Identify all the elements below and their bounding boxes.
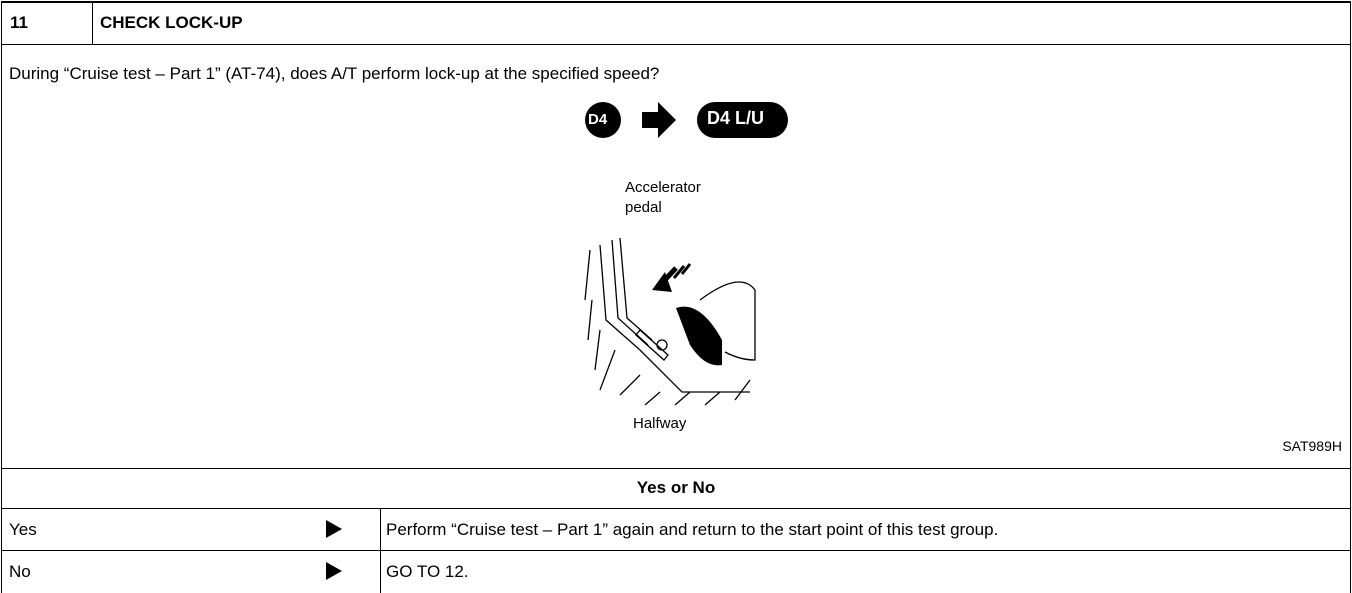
question: During “Cruise test – Part 1” (AT-74), d… xyxy=(9,64,660,83)
step-number: 11 xyxy=(10,13,28,32)
rule xyxy=(92,1,93,45)
rule xyxy=(1,1,1350,3)
figure-label: Accelerator xyxy=(625,179,701,196)
answer: No xyxy=(9,562,31,581)
rule xyxy=(1,44,1350,45)
answer: Yes xyxy=(9,520,37,539)
rule xyxy=(1,468,1350,469)
figure-label: Halfway xyxy=(633,415,687,432)
range-from: D4 xyxy=(588,111,608,128)
rule xyxy=(1,550,1350,551)
step-title: CHECK LOCK-UP xyxy=(100,13,243,32)
rule xyxy=(1,508,1350,509)
figure-label: pedal xyxy=(625,199,662,216)
action: Perform “Cruise test – Part 1” again and… xyxy=(386,520,999,539)
rule xyxy=(1350,1,1351,593)
range-to: D4 L/U xyxy=(707,108,765,128)
result-heading: Yes or No xyxy=(636,478,716,497)
figure-id: SAT989H xyxy=(1282,438,1342,454)
action: GO TO 12. xyxy=(386,562,469,581)
rule xyxy=(1,1,2,593)
rule xyxy=(380,508,381,593)
